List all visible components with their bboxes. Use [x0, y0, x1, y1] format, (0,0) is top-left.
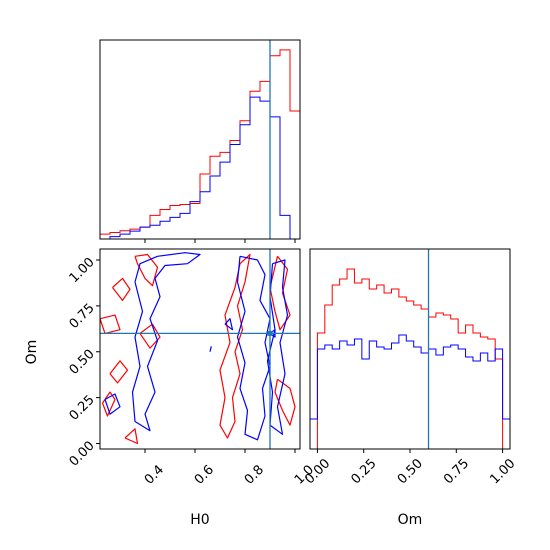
contour-blue-14 — [224, 318, 234, 331]
contour-red-4 — [134, 253, 159, 287]
contour-red-9 — [274, 378, 296, 426]
contour-red-2 — [109, 360, 129, 384]
h0-hist-frame — [99, 39, 301, 240]
contour-red-6 — [124, 428, 139, 445]
om-hist-series-blue — [310, 334, 510, 420]
contour-red-1 — [112, 277, 131, 301]
contour-blue-10 — [104, 393, 121, 415]
contour-blue-11 — [131, 252, 201, 432]
contour-blue-15 — [209, 346, 212, 352]
contour-red-5 — [100, 314, 121, 334]
h0-hist-series-blue — [100, 96, 300, 239]
om-hist-series-red — [310, 268, 510, 449]
h0-hist-series-red — [100, 49, 300, 235]
contour-blue-13 — [266, 259, 289, 435]
h0-histogram-panel — [99, 39, 301, 243]
om-axis-label: Om — [24, 340, 40, 365]
contour-frame — [99, 248, 301, 450]
om-hist-axis-label: Om — [398, 512, 423, 528]
truth-marker — [267, 330, 273, 336]
h0-axis-label: H0 — [190, 512, 209, 528]
contour-red-0 — [101, 391, 116, 417]
contour-red-3 — [139, 323, 161, 349]
